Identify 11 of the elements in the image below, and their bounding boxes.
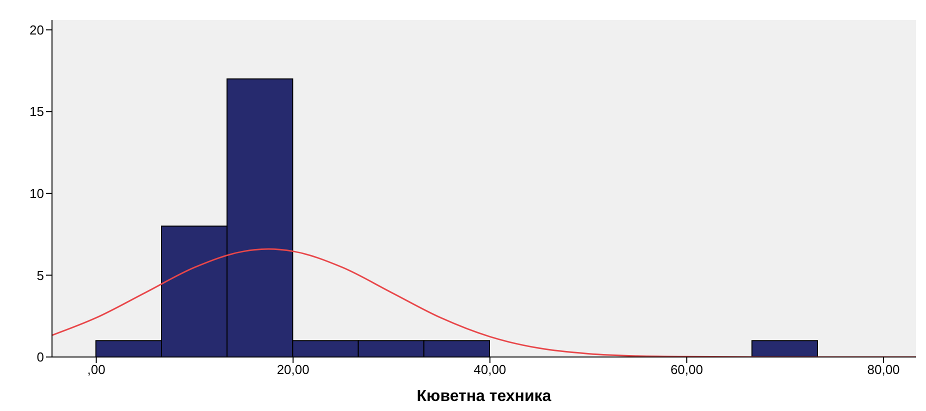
x-tick-label: 40,00 [474, 362, 506, 378]
x-axis-title: Кюветна техника [416, 388, 552, 405]
y-tick-label: 20 [30, 22, 44, 38]
x-tick-label: 60,00 [670, 362, 703, 378]
x-tick-label: 20,00 [276, 362, 310, 378]
y-tick-label: 10 [30, 186, 44, 202]
x-tick-label: 80,00 [867, 362, 900, 378]
x-tick-label: ,00 [87, 362, 106, 378]
y-tick-label: 0 [36, 350, 44, 365]
y-tick-label: 5 [36, 268, 44, 283]
y-tick-label: 15 [30, 104, 44, 120]
